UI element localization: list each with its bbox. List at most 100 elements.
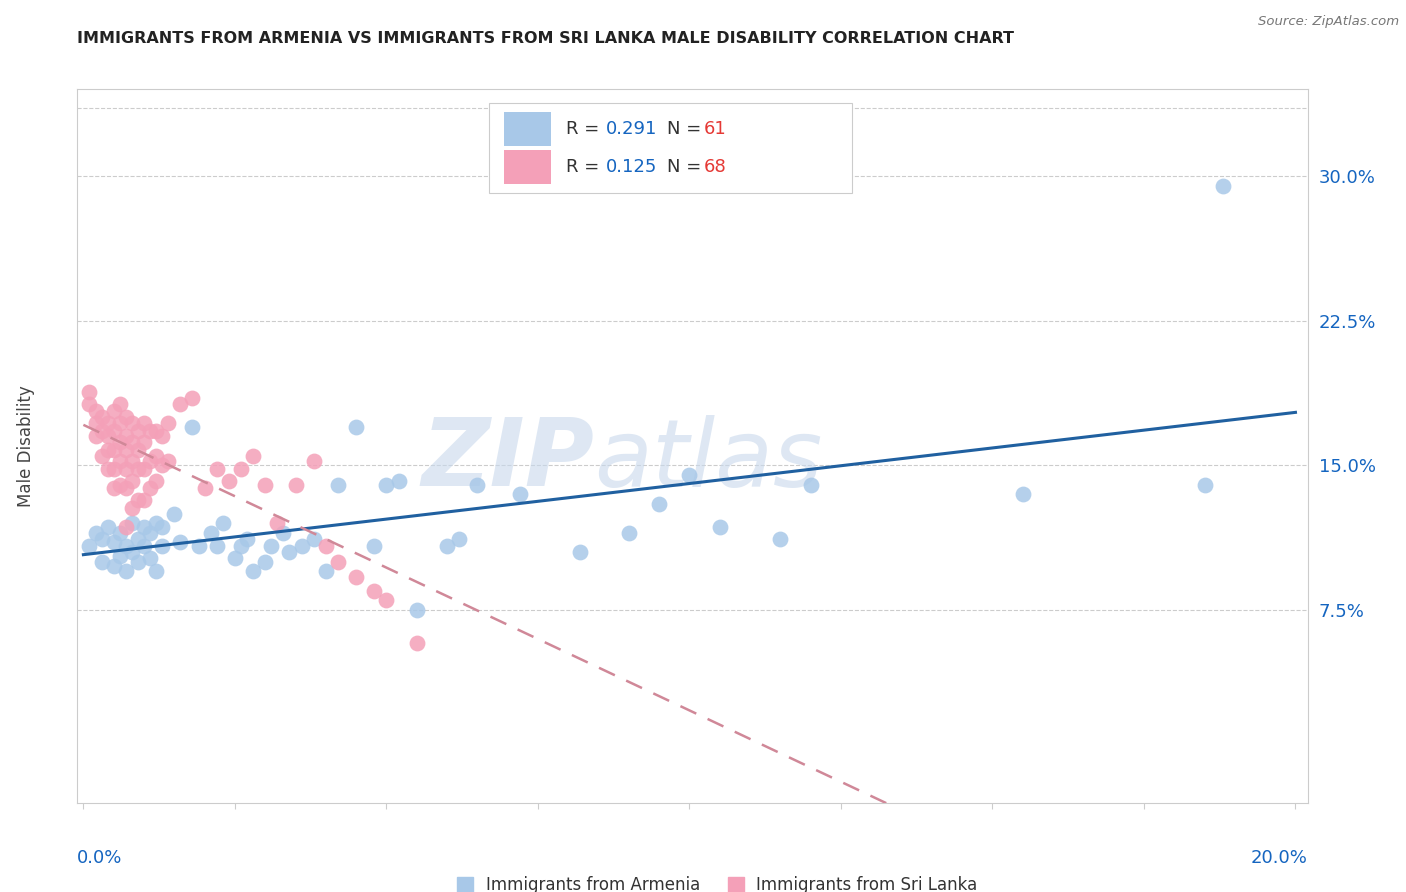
Point (326, 555, 349, 569)
Point (108, 454, 131, 468)
Point (79, 396, 101, 410)
Point (278, 545, 301, 559)
Point (150, 539, 173, 553)
Point (121, 454, 143, 468)
Point (709, 520, 731, 534)
Point (97, 462, 120, 476)
Text: atlas: atlas (595, 415, 823, 506)
Text: N =: N = (666, 120, 707, 138)
Point (121, 545, 143, 559)
Point (114, 539, 136, 553)
Point (211, 516, 233, 530)
Point (344, 419, 367, 434)
FancyBboxPatch shape (505, 112, 551, 146)
Point (242, 449, 264, 463)
Point (150, 429, 173, 443)
Point (150, 520, 173, 534)
Text: 0.125: 0.125 (606, 158, 658, 176)
Point (127, 462, 149, 476)
Point (84, 416, 107, 430)
Point (145, 449, 167, 463)
Point (254, 555, 277, 569)
Point (302, 454, 325, 468)
Text: 0.291: 0.291 (606, 120, 658, 138)
Point (139, 454, 162, 468)
Point (90, 532, 112, 546)
Point (121, 435, 143, 450)
Point (132, 520, 155, 534)
Point (132, 539, 155, 553)
Point (205, 462, 228, 476)
Point (90, 410, 112, 425)
Point (90, 449, 112, 463)
Point (363, 539, 385, 553)
Point (181, 419, 204, 434)
Point (97, 429, 120, 443)
Point (103, 535, 125, 549)
Point (157, 454, 180, 468)
Point (132, 493, 155, 508)
Point (1011, 487, 1033, 501)
Point (405, 603, 427, 617)
Point (84, 525, 107, 540)
Text: 20.0%: 20.0% (1251, 849, 1308, 867)
Point (260, 539, 283, 553)
Point (375, 477, 398, 491)
Point (678, 467, 700, 482)
Point (363, 583, 385, 598)
Point (800, 477, 823, 491)
Point (387, 474, 409, 488)
Point (121, 474, 143, 488)
Point (302, 532, 325, 546)
Point (103, 462, 125, 476)
Text: Immigrants from Sri Lanka: Immigrants from Sri Lanka (756, 876, 977, 892)
Point (375, 593, 398, 607)
Point (108, 525, 131, 540)
FancyBboxPatch shape (489, 103, 852, 193)
Point (200, 525, 222, 540)
Point (465, 477, 488, 491)
Point (290, 539, 312, 553)
Text: Male Disability: Male Disability (17, 385, 35, 507)
Text: IMMIGRANTS FROM ARMENIA VS IMMIGRANTS FROM SRI LANKA MALE DISABILITY CORRELATION: IMMIGRANTS FROM ARMENIA VS IMMIGRANTS FR… (77, 31, 1014, 46)
Point (103, 424, 125, 438)
Point (236, 532, 259, 546)
Point (108, 477, 131, 491)
Point (163, 507, 186, 521)
Point (132, 462, 155, 476)
Point (229, 539, 252, 553)
Point (114, 520, 136, 534)
Point (127, 555, 149, 569)
Text: Immigrants from Armenia: Immigrants from Armenia (486, 876, 700, 892)
Point (157, 416, 180, 430)
Point (169, 396, 191, 410)
Point (97, 442, 120, 457)
Text: ZIP: ZIP (422, 414, 595, 507)
Text: 68: 68 (703, 158, 727, 176)
Point (114, 410, 136, 425)
Point (97, 416, 120, 430)
Point (103, 442, 125, 457)
Point (127, 493, 149, 508)
Point (145, 516, 167, 530)
Point (1212, 178, 1234, 193)
Point (187, 539, 209, 553)
Point (344, 570, 367, 584)
Point (132, 416, 155, 430)
Point (108, 396, 131, 410)
Point (84, 404, 107, 418)
Point (114, 565, 136, 579)
Point (103, 482, 125, 496)
Point (103, 558, 125, 573)
Point (145, 474, 167, 488)
Text: 0.0%: 0.0% (77, 849, 122, 867)
Point (108, 435, 131, 450)
Point (284, 477, 307, 491)
Point (114, 462, 136, 476)
Text: N =: N = (666, 158, 707, 176)
Point (121, 416, 143, 430)
Point (139, 525, 162, 540)
Point (127, 532, 149, 546)
Point (266, 516, 288, 530)
Point (273, 525, 295, 540)
